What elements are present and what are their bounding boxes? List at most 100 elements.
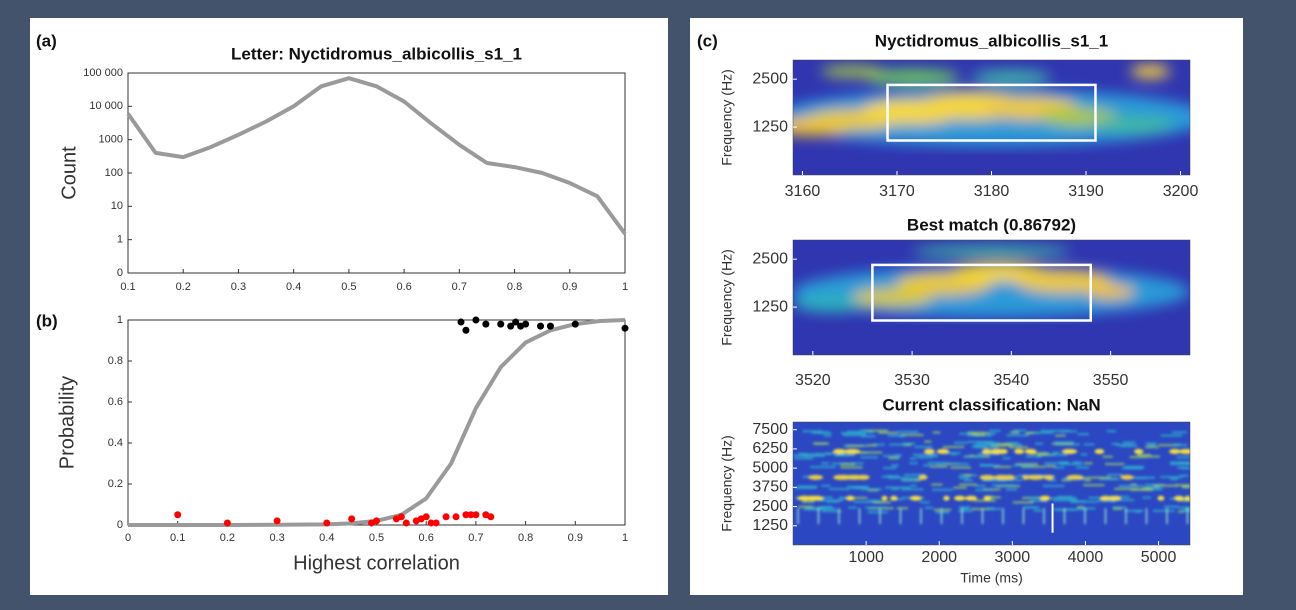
x-tick-label: 4000 xyxy=(1068,549,1104,566)
energy-blob xyxy=(1130,64,1171,79)
streak xyxy=(1035,442,1043,445)
panel-label: (a) xyxy=(36,31,57,50)
streak xyxy=(1114,487,1139,490)
point xyxy=(537,322,545,330)
streak xyxy=(902,443,912,446)
syllable xyxy=(1061,449,1078,455)
streak xyxy=(884,486,911,489)
streak xyxy=(1181,509,1190,512)
syllable xyxy=(918,474,928,480)
streak xyxy=(1146,455,1160,458)
streak xyxy=(795,486,817,489)
x-tick-label: 3170 xyxy=(879,183,915,200)
syllable xyxy=(1120,474,1134,480)
streak xyxy=(847,485,869,488)
x-tick-label: 0.1 xyxy=(120,281,135,293)
syllable xyxy=(833,449,847,455)
syllable xyxy=(1134,449,1144,455)
streak xyxy=(953,441,968,444)
streak xyxy=(1111,442,1120,445)
streak xyxy=(963,474,972,477)
streak xyxy=(1029,452,1050,455)
y-tick-label: 10 xyxy=(111,200,123,212)
syllable xyxy=(807,495,815,501)
point xyxy=(457,318,465,326)
streak xyxy=(989,429,1001,432)
y-tick-label: 1250 xyxy=(752,118,788,135)
syllable xyxy=(1026,474,1045,480)
streak xyxy=(1028,496,1040,499)
chart-title: Letter: Nyctidromus_albicollis_s1_1 xyxy=(231,44,522,63)
streak xyxy=(1072,461,1082,464)
point xyxy=(462,511,470,519)
streak xyxy=(810,466,836,469)
y-tick-label: 0.6 xyxy=(108,396,123,408)
point xyxy=(546,322,554,330)
streak xyxy=(802,500,815,503)
x-tick-label: 0.3 xyxy=(269,532,284,544)
streak xyxy=(878,431,899,434)
x-tick-label: 3200 xyxy=(1163,183,1199,200)
streak xyxy=(971,445,987,448)
x-tick-label: 2000 xyxy=(921,549,957,566)
streak xyxy=(1076,508,1088,511)
streak xyxy=(1104,463,1125,466)
streak xyxy=(1054,441,1075,444)
streak xyxy=(919,501,930,504)
streak xyxy=(1175,484,1190,487)
y-tick-label: 6250 xyxy=(752,440,788,457)
streak xyxy=(898,435,906,438)
streak xyxy=(991,484,1016,487)
streak xyxy=(1010,431,1020,434)
spectrogram-image xyxy=(793,422,1190,545)
streak xyxy=(985,496,1001,499)
point xyxy=(273,517,281,525)
streak xyxy=(1052,451,1060,454)
streak xyxy=(822,510,842,513)
point xyxy=(522,320,530,328)
x-tick-label: 0.6 xyxy=(419,532,434,544)
streak xyxy=(1025,432,1034,435)
streak xyxy=(1006,434,1030,437)
streak xyxy=(982,479,1008,482)
streak xyxy=(829,487,850,490)
y-tick-label: 0 xyxy=(117,519,123,531)
point xyxy=(432,519,440,527)
streak xyxy=(1084,479,1091,482)
streak xyxy=(859,451,883,454)
y-tick-label: 0.2 xyxy=(108,478,123,490)
streak xyxy=(974,446,999,449)
x-tick-label: 3530 xyxy=(894,372,930,389)
syllable xyxy=(837,474,853,480)
syllable xyxy=(965,495,978,501)
streak xyxy=(1002,457,1011,460)
x-tick-label: 3180 xyxy=(974,183,1010,200)
streak xyxy=(860,488,882,491)
streak xyxy=(900,433,924,436)
streak xyxy=(1102,455,1113,458)
streak xyxy=(1013,464,1035,467)
syllable xyxy=(979,474,996,480)
streak xyxy=(888,476,909,479)
streak xyxy=(853,500,869,503)
point xyxy=(507,322,515,330)
streak xyxy=(908,477,925,480)
x-tick-label: 0.2 xyxy=(176,281,191,293)
streak xyxy=(1145,442,1157,445)
syllable xyxy=(797,495,812,501)
streak xyxy=(987,432,997,435)
syllable xyxy=(1014,449,1025,455)
streak xyxy=(891,464,899,467)
point xyxy=(482,320,490,328)
streak xyxy=(1106,430,1117,433)
streak xyxy=(992,443,1017,446)
point xyxy=(512,318,520,326)
streak xyxy=(823,496,833,499)
syllable xyxy=(1108,495,1121,501)
streak xyxy=(1169,463,1190,466)
streak xyxy=(950,453,957,456)
streak xyxy=(840,463,856,466)
streak xyxy=(1174,444,1188,447)
chart-title: Current classification: NaN xyxy=(882,395,1100,414)
streak xyxy=(797,485,818,488)
